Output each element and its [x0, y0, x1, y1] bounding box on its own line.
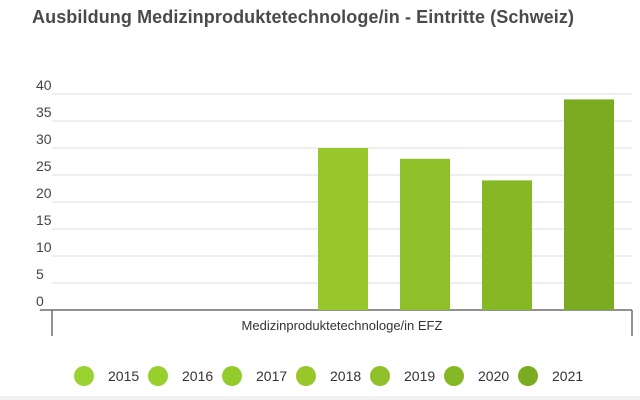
- bar-chart: 0 5 10 15 20 25 30 35 40 Medizinproduktetechnolog…: [36, 77, 633, 336]
- legend-item-2017[interactable]: 2017: [222, 365, 287, 387]
- legend-item-2021[interactable]: 2021: [518, 365, 583, 387]
- legend-swatch-icon: [444, 366, 464, 386]
- bar-2018: [318, 148, 368, 310]
- legend-item-2019[interactable]: 2019: [370, 365, 435, 387]
- legend-label: 2017: [256, 368, 288, 384]
- legend-label: 2018: [330, 368, 362, 384]
- y-tick-label-25: 25: [36, 158, 52, 174]
- x-category-label: Medizinproduktetechnologe/in EFZ: [242, 318, 443, 333]
- legend-label: 2015: [108, 368, 140, 384]
- legend-swatch-icon: [518, 366, 538, 386]
- legend-item-2016[interactable]: 2016: [148, 365, 213, 387]
- y-tick-label-15: 15: [36, 212, 52, 228]
- legend-label: 2019: [404, 368, 436, 384]
- legend-label: 2016: [182, 368, 214, 384]
- bar-2019: [400, 158, 450, 310]
- chart-title: Ausbildung Medizinproduktetechnologe/in …: [32, 7, 575, 27]
- legend-item-2015[interactable]: 2015: [74, 365, 139, 387]
- y-tick-label-40: 40: [36, 77, 52, 93]
- legend-label: 2021: [552, 368, 584, 384]
- legend-swatch-icon: [74, 366, 94, 386]
- legend-swatch-icon: [148, 366, 168, 386]
- legend-swatch-icon: [296, 366, 316, 386]
- bar-2020: [482, 180, 532, 310]
- y-tick-label-20: 20: [36, 185, 52, 201]
- legend-item-2020[interactable]: 2020: [444, 365, 509, 387]
- y-tick-label-30: 30: [36, 131, 52, 147]
- y-tick-label-10: 10: [36, 239, 52, 255]
- legend-swatch-icon: [222, 366, 242, 386]
- y-tick-label-5: 5: [36, 266, 44, 282]
- bottom-strip: [0, 396, 640, 400]
- bar-2021: [564, 99, 614, 311]
- legend-item-2018[interactable]: 2018: [296, 365, 361, 387]
- legend-swatch-icon: [370, 366, 390, 386]
- chart-legend: 2015 2016 2017 2018 2019 2020 2021: [0, 365, 640, 389]
- y-tick-label-35: 35: [36, 104, 52, 120]
- legend-label: 2020: [478, 368, 510, 384]
- y-tick-label-0: 0: [36, 293, 44, 309]
